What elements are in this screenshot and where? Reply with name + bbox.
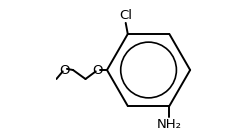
Text: O: O bbox=[60, 64, 70, 76]
Text: Cl: Cl bbox=[119, 9, 132, 22]
Text: NH₂: NH₂ bbox=[157, 118, 182, 131]
Text: O: O bbox=[93, 64, 103, 76]
